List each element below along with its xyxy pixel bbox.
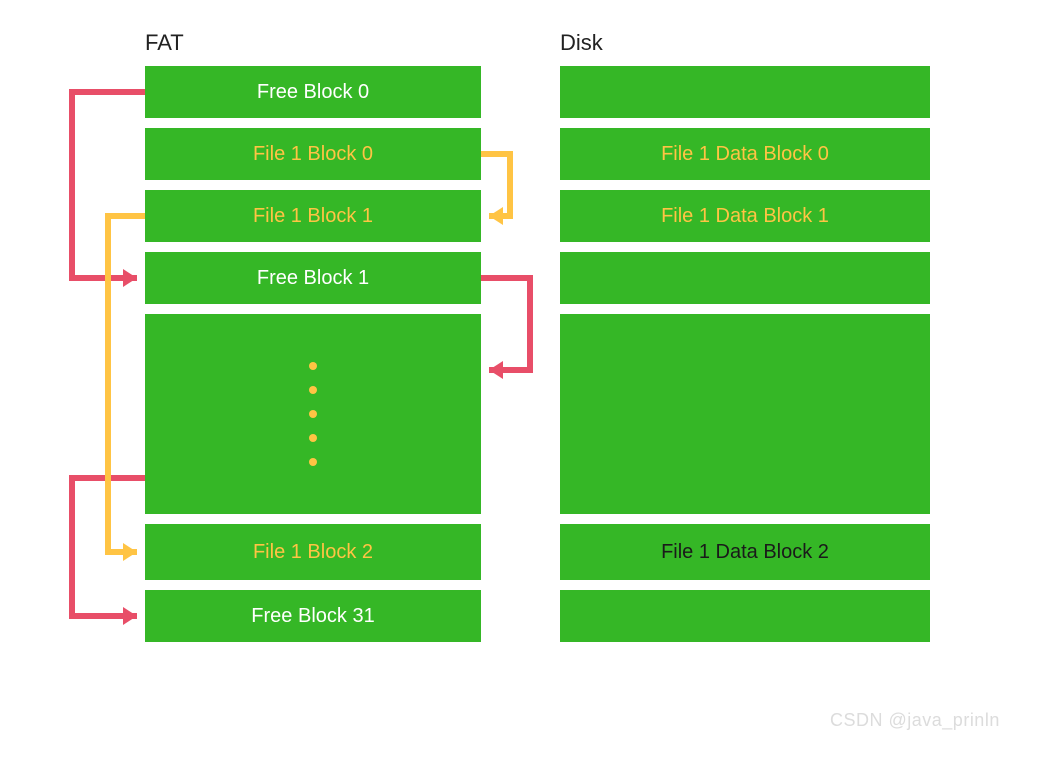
arrowhead-file0-to-file1 — [489, 207, 503, 225]
dot — [309, 386, 317, 394]
fat-block-3: Free Block 1 — [145, 252, 481, 304]
disk-title: Disk — [560, 30, 603, 56]
fat-title: FAT — [145, 30, 184, 56]
fat-block-0: Free Block 0 — [145, 66, 481, 118]
fat-block-4 — [145, 314, 481, 514]
arrowhead-mid-to-free31 — [123, 607, 137, 625]
arrowhead-free1-to-mid — [489, 361, 503, 379]
diagram-stage: FAT Disk Free Block 0 File 1 Block 0 File … — [0, 0, 1045, 758]
arrow-free0-to-free1 — [72, 92, 145, 278]
dot — [309, 458, 317, 466]
disk-block-1: File 1 Data Block 0 — [560, 128, 930, 180]
fat-block-6: Free Block 31 — [145, 590, 481, 642]
fat-block-label-3: Free Block 1 — [257, 267, 369, 290]
fat-block-label-2: File 1 Block 1 — [253, 205, 373, 228]
dot — [309, 434, 317, 442]
disk-block-6 — [560, 590, 930, 642]
fat-block-5: File 1 Block 2 — [145, 524, 481, 580]
arrowhead-file1-to-file2 — [123, 543, 137, 561]
arrow-file0-to-file1 — [481, 154, 510, 216]
arrow-file1-to-file2 — [108, 216, 145, 552]
disk-block-label-2: File 1 Data Block 1 — [661, 205, 829, 228]
arrow-free1-to-mid — [481, 278, 530, 370]
dot — [309, 410, 317, 418]
fat-block-label-0: Free Block 0 — [257, 81, 369, 104]
fat-block-label-1: File 1 Block 0 — [253, 143, 373, 166]
arrowhead-free0-to-free1 — [123, 269, 137, 287]
disk-block-5: File 1 Data Block 2 — [560, 524, 930, 580]
ellipsis-dots — [309, 362, 317, 466]
disk-block-4 — [560, 314, 930, 514]
arrow-mid-to-free31 — [72, 478, 145, 616]
watermark: CSDN @java_prinln — [830, 710, 1000, 731]
disk-block-3 — [560, 252, 930, 304]
disk-block-2: File 1 Data Block 1 — [560, 190, 930, 242]
fat-block-label-5: File 1 Block 2 — [253, 541, 373, 564]
disk-block-label-5: File 1 Data Block 2 — [661, 541, 829, 564]
disk-block-label-1: File 1 Data Block 0 — [661, 143, 829, 166]
disk-block-0 — [560, 66, 930, 118]
fat-block-label-6: Free Block 31 — [251, 605, 374, 628]
fat-block-1: File 1 Block 0 — [145, 128, 481, 180]
fat-block-2: File 1 Block 1 — [145, 190, 481, 242]
dot — [309, 362, 317, 370]
